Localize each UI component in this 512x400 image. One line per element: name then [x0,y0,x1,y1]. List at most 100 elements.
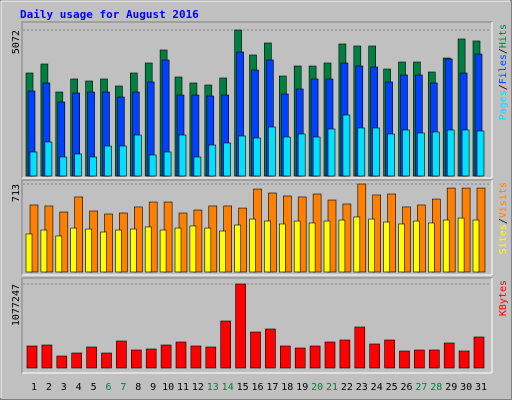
bar [268,126,276,177]
bar [130,228,137,273]
y-tick-label: 713 [11,184,22,202]
x-tick-label: 10 [162,382,174,393]
bar [264,220,271,273]
bar [219,230,226,273]
bar [428,349,440,369]
bar [357,127,366,177]
bar [476,130,485,177]
x-tick-label: 20 [311,382,323,393]
bar [234,224,241,273]
bar [431,131,440,177]
bar [368,218,376,273]
legend-entry: Visits [498,182,509,218]
bar [44,141,53,177]
bar [175,341,187,369]
bar [115,229,122,273]
x-tick-label: 12 [192,382,204,393]
legend: Sites/Visits [498,182,509,254]
bar [119,145,127,177]
x-tick-label: 26 [400,382,412,393]
bar [327,128,336,177]
bar [282,136,291,177]
bar [235,283,246,369]
bar [131,349,142,369]
bar [189,225,197,273]
bar [354,326,366,369]
bar [338,219,346,273]
legend-separator: / [498,84,509,90]
bar [104,145,112,177]
bar [26,345,38,369]
bar [159,229,167,273]
bar [294,347,306,369]
bar [443,342,455,369]
x-tick-label: 18 [281,382,293,393]
bar [384,339,395,369]
chart-title: Daily usage for August 2016 [20,8,199,21]
bar [204,227,212,273]
legend: Pages/Files/Hits [498,24,509,120]
bar [339,339,351,369]
bar [253,137,261,177]
bar [101,352,112,369]
x-tick-label: 13 [207,382,219,393]
bar [293,220,301,273]
legend-entry: Files [498,54,509,84]
bar [116,340,127,369]
x-tick-label: 11 [177,382,189,393]
bar [249,218,256,273]
x-tick-label: 9 [150,382,156,393]
x-tick-label: 22 [341,382,353,393]
legend-entry: Pages [498,90,509,120]
bar [279,345,291,369]
bar [402,129,410,177]
bar [163,151,172,177]
bar [308,222,316,273]
x-tick-label: 17 [266,382,278,393]
bar [387,133,395,177]
bar [100,231,107,273]
bar [413,220,420,273]
bar [86,346,97,369]
x-tick-label: 2 [46,382,52,393]
legend: KBytes [498,280,509,316]
x-tick-label: 6 [105,382,111,393]
bar [71,352,82,369]
x-tick-label: 28 [430,382,442,393]
bar [369,343,381,369]
bar [278,223,286,273]
bar [134,134,142,177]
x-tick-label: 31 [475,382,487,393]
bar [457,217,465,273]
x-tick-label: 27 [415,382,427,393]
bar [25,233,33,273]
legend-entry: KBytes [498,280,509,316]
x-tick-label: 29 [445,382,457,393]
bar [265,328,276,369]
x-tick-label: 25 [386,382,398,393]
bar [473,336,485,369]
bar [250,331,261,369]
x-tick-label: 19 [296,382,308,393]
bar [461,129,470,177]
x-tick-label: 5 [91,382,97,393]
bar [324,341,336,369]
bar [353,216,361,273]
bar [458,350,470,369]
bar [223,142,231,177]
x-tick-label: 23 [356,382,368,393]
x-tick-label: 3 [61,382,67,393]
bar [398,223,405,273]
bar [417,132,425,177]
x-tick-label: 4 [76,382,82,393]
bar [190,345,202,369]
x-tick-label: 1 [31,382,37,393]
x-tick-label: 21 [326,382,338,393]
x-tick-label: 7 [120,382,126,393]
x-tick-label: 14 [222,382,234,393]
bar [414,349,425,369]
bar [372,127,381,177]
y-tick-label: 5072 [11,30,22,54]
legend-entry: Hits [498,24,509,48]
